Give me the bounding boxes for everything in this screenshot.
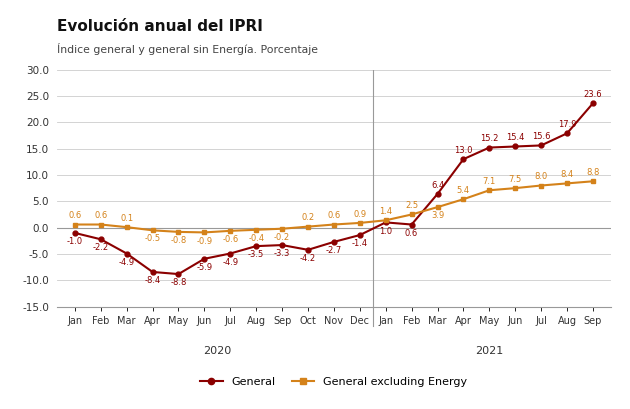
Text: 7.5: 7.5 <box>508 175 522 184</box>
Text: 0.6: 0.6 <box>327 211 341 220</box>
Text: -0.2: -0.2 <box>274 233 290 242</box>
Text: Evolución anual del IPRI: Evolución anual del IPRI <box>57 19 263 34</box>
Text: -4.2: -4.2 <box>300 254 316 263</box>
Text: -0.8: -0.8 <box>170 236 186 245</box>
Text: 6.4: 6.4 <box>431 181 444 190</box>
Text: 8.0: 8.0 <box>534 172 547 181</box>
Text: -4.9: -4.9 <box>118 258 135 267</box>
Text: -3.3: -3.3 <box>274 249 290 258</box>
Text: 23.6: 23.6 <box>583 90 602 99</box>
Text: 2.5: 2.5 <box>405 201 418 210</box>
Text: 3.9: 3.9 <box>431 211 444 220</box>
Text: 0.6: 0.6 <box>405 229 418 238</box>
Text: -0.4: -0.4 <box>248 234 264 243</box>
Text: 0.6: 0.6 <box>68 211 81 220</box>
Text: -3.5: -3.5 <box>248 250 265 259</box>
Text: 0.1: 0.1 <box>120 214 133 223</box>
Text: 8.4: 8.4 <box>561 170 574 179</box>
Text: 5.4: 5.4 <box>457 186 470 195</box>
Text: 0.9: 0.9 <box>353 210 367 219</box>
Text: 2021: 2021 <box>475 346 503 356</box>
Text: -8.8: -8.8 <box>170 278 186 287</box>
Text: -2.2: -2.2 <box>93 243 109 252</box>
Text: 13.0: 13.0 <box>454 146 472 155</box>
Text: 15.2: 15.2 <box>480 135 498 144</box>
Text: 15.4: 15.4 <box>506 133 524 142</box>
Text: 7.1: 7.1 <box>483 177 496 186</box>
Text: 1.4: 1.4 <box>379 207 392 216</box>
Text: 0.2: 0.2 <box>301 213 314 222</box>
Text: 8.8: 8.8 <box>587 168 600 177</box>
Text: -1.4: -1.4 <box>352 239 368 248</box>
Text: 1.0: 1.0 <box>379 227 392 236</box>
Text: -0.9: -0.9 <box>197 236 212 245</box>
Text: -8.4: -8.4 <box>144 276 161 285</box>
Text: -1.0: -1.0 <box>67 237 83 246</box>
Text: Índice general y general sin Energía. Porcentaje: Índice general y general sin Energía. Po… <box>57 43 318 55</box>
Legend: General, General excluding Energy: General, General excluding Energy <box>196 373 472 391</box>
Text: 15.6: 15.6 <box>532 132 551 141</box>
Text: -0.6: -0.6 <box>222 235 238 244</box>
Text: 17.9: 17.9 <box>558 120 576 129</box>
Text: -2.7: -2.7 <box>326 246 342 255</box>
Text: -4.9: -4.9 <box>222 258 238 267</box>
Text: 0.6: 0.6 <box>94 211 107 220</box>
Text: 2020: 2020 <box>203 346 231 356</box>
Text: -5.9: -5.9 <box>197 263 212 272</box>
Text: -0.5: -0.5 <box>144 234 161 243</box>
